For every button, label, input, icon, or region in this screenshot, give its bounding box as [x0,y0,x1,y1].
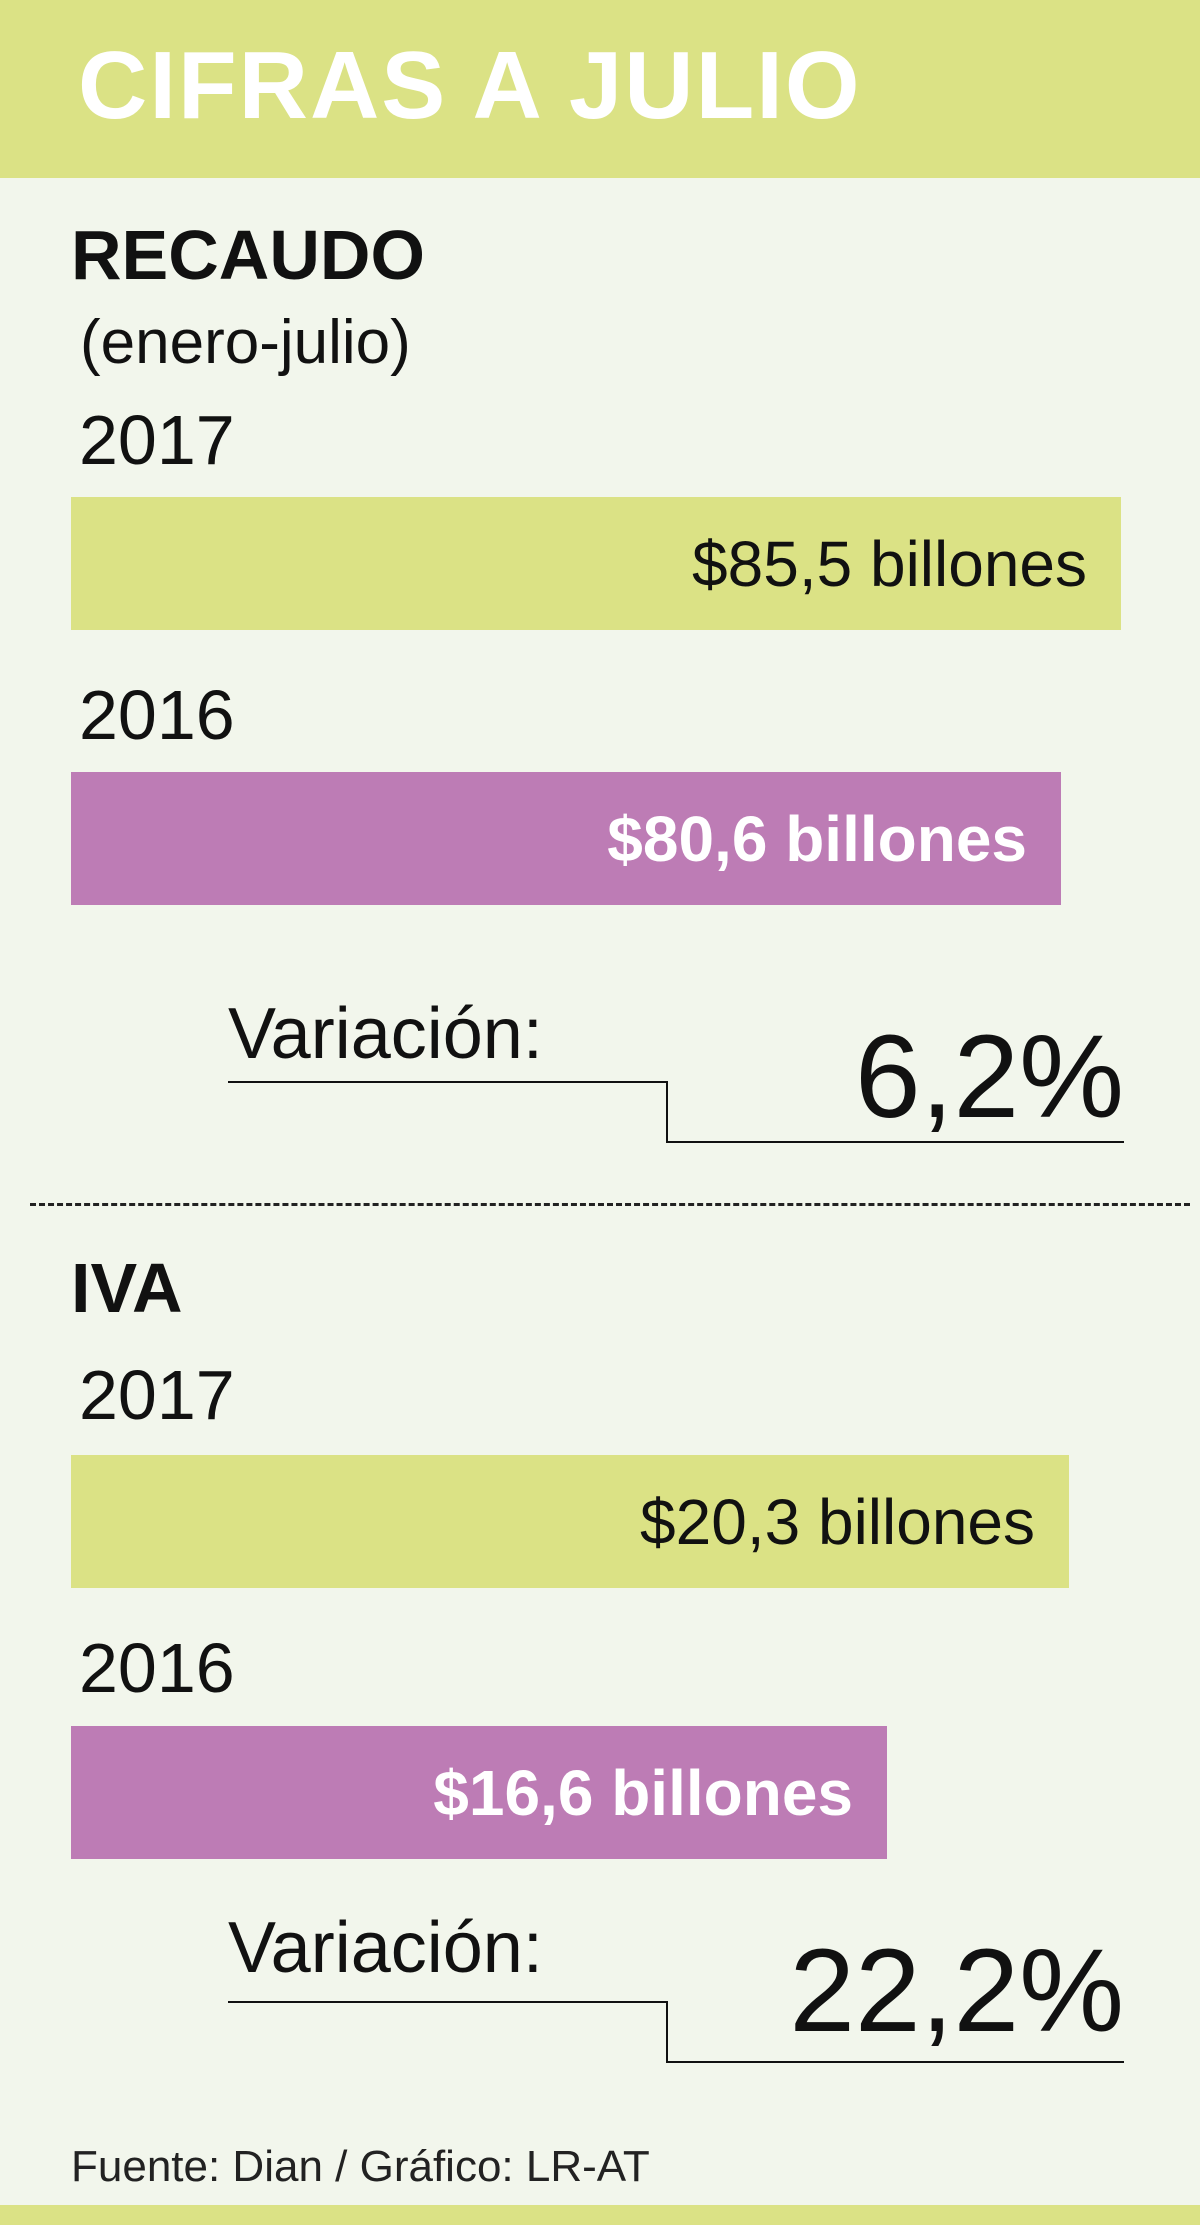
recaudo-bar-2017-label: $85,5 billones [692,527,1087,600]
recaudo-title: RECAUDO [71,216,425,294]
footer-band [0,2205,1200,2225]
iva-variation-value: 22,2% [789,1925,1124,2057]
recaudo-variation-label: Variación: [228,994,543,1074]
recaudo-subtitle: (enero-julio) [80,308,411,377]
iva-variation-rule-bottom [666,2061,1124,2063]
iva-bar-2016-label: $16,6 billones [433,1756,853,1829]
recaudo-year-2016: 2016 [79,676,235,754]
recaudo-variation-value: 6,2% [855,1011,1124,1143]
iva-bar-2017: $20,3 billones [71,1455,1069,1588]
recaudo-variation-rule-top [228,1081,668,1083]
iva-title: IVA [71,1249,183,1327]
recaudo-variation-rule-step [666,1081,668,1142]
iva-variation-rule-step [666,2001,668,2062]
recaudo-variation-rule-bottom [666,1141,1124,1143]
iva-variation-rule-top [228,2001,668,2003]
iva-bar-2016: $16,6 billones [71,1726,887,1859]
page-title: CIFRAS A JULIO [78,32,862,139]
recaudo-bar-2017: $85,5 billones [71,497,1121,630]
iva-bar-2017-label: $20,3 billones [640,1485,1035,1558]
iva-year-2017: 2017 [79,1356,235,1434]
header-banner: CIFRAS A JULIO [0,0,1200,178]
iva-year-2016: 2016 [79,1629,235,1707]
iva-variation-label: Variación: [228,1908,543,1988]
recaudo-bar-2016: $80,6 billones [71,772,1061,905]
source-credit: Fuente: Dian / Gráfico: LR-AT [71,2142,650,2191]
recaudo-year-2017: 2017 [79,401,235,479]
section-divider [30,1203,1190,1206]
recaudo-bar-2016-label: $80,6 billones [607,802,1027,875]
